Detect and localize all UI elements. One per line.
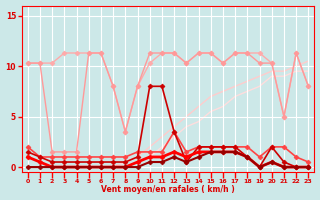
X-axis label: Vent moyen/en rafales ( km/h ): Vent moyen/en rafales ( km/h ) [101,185,235,194]
